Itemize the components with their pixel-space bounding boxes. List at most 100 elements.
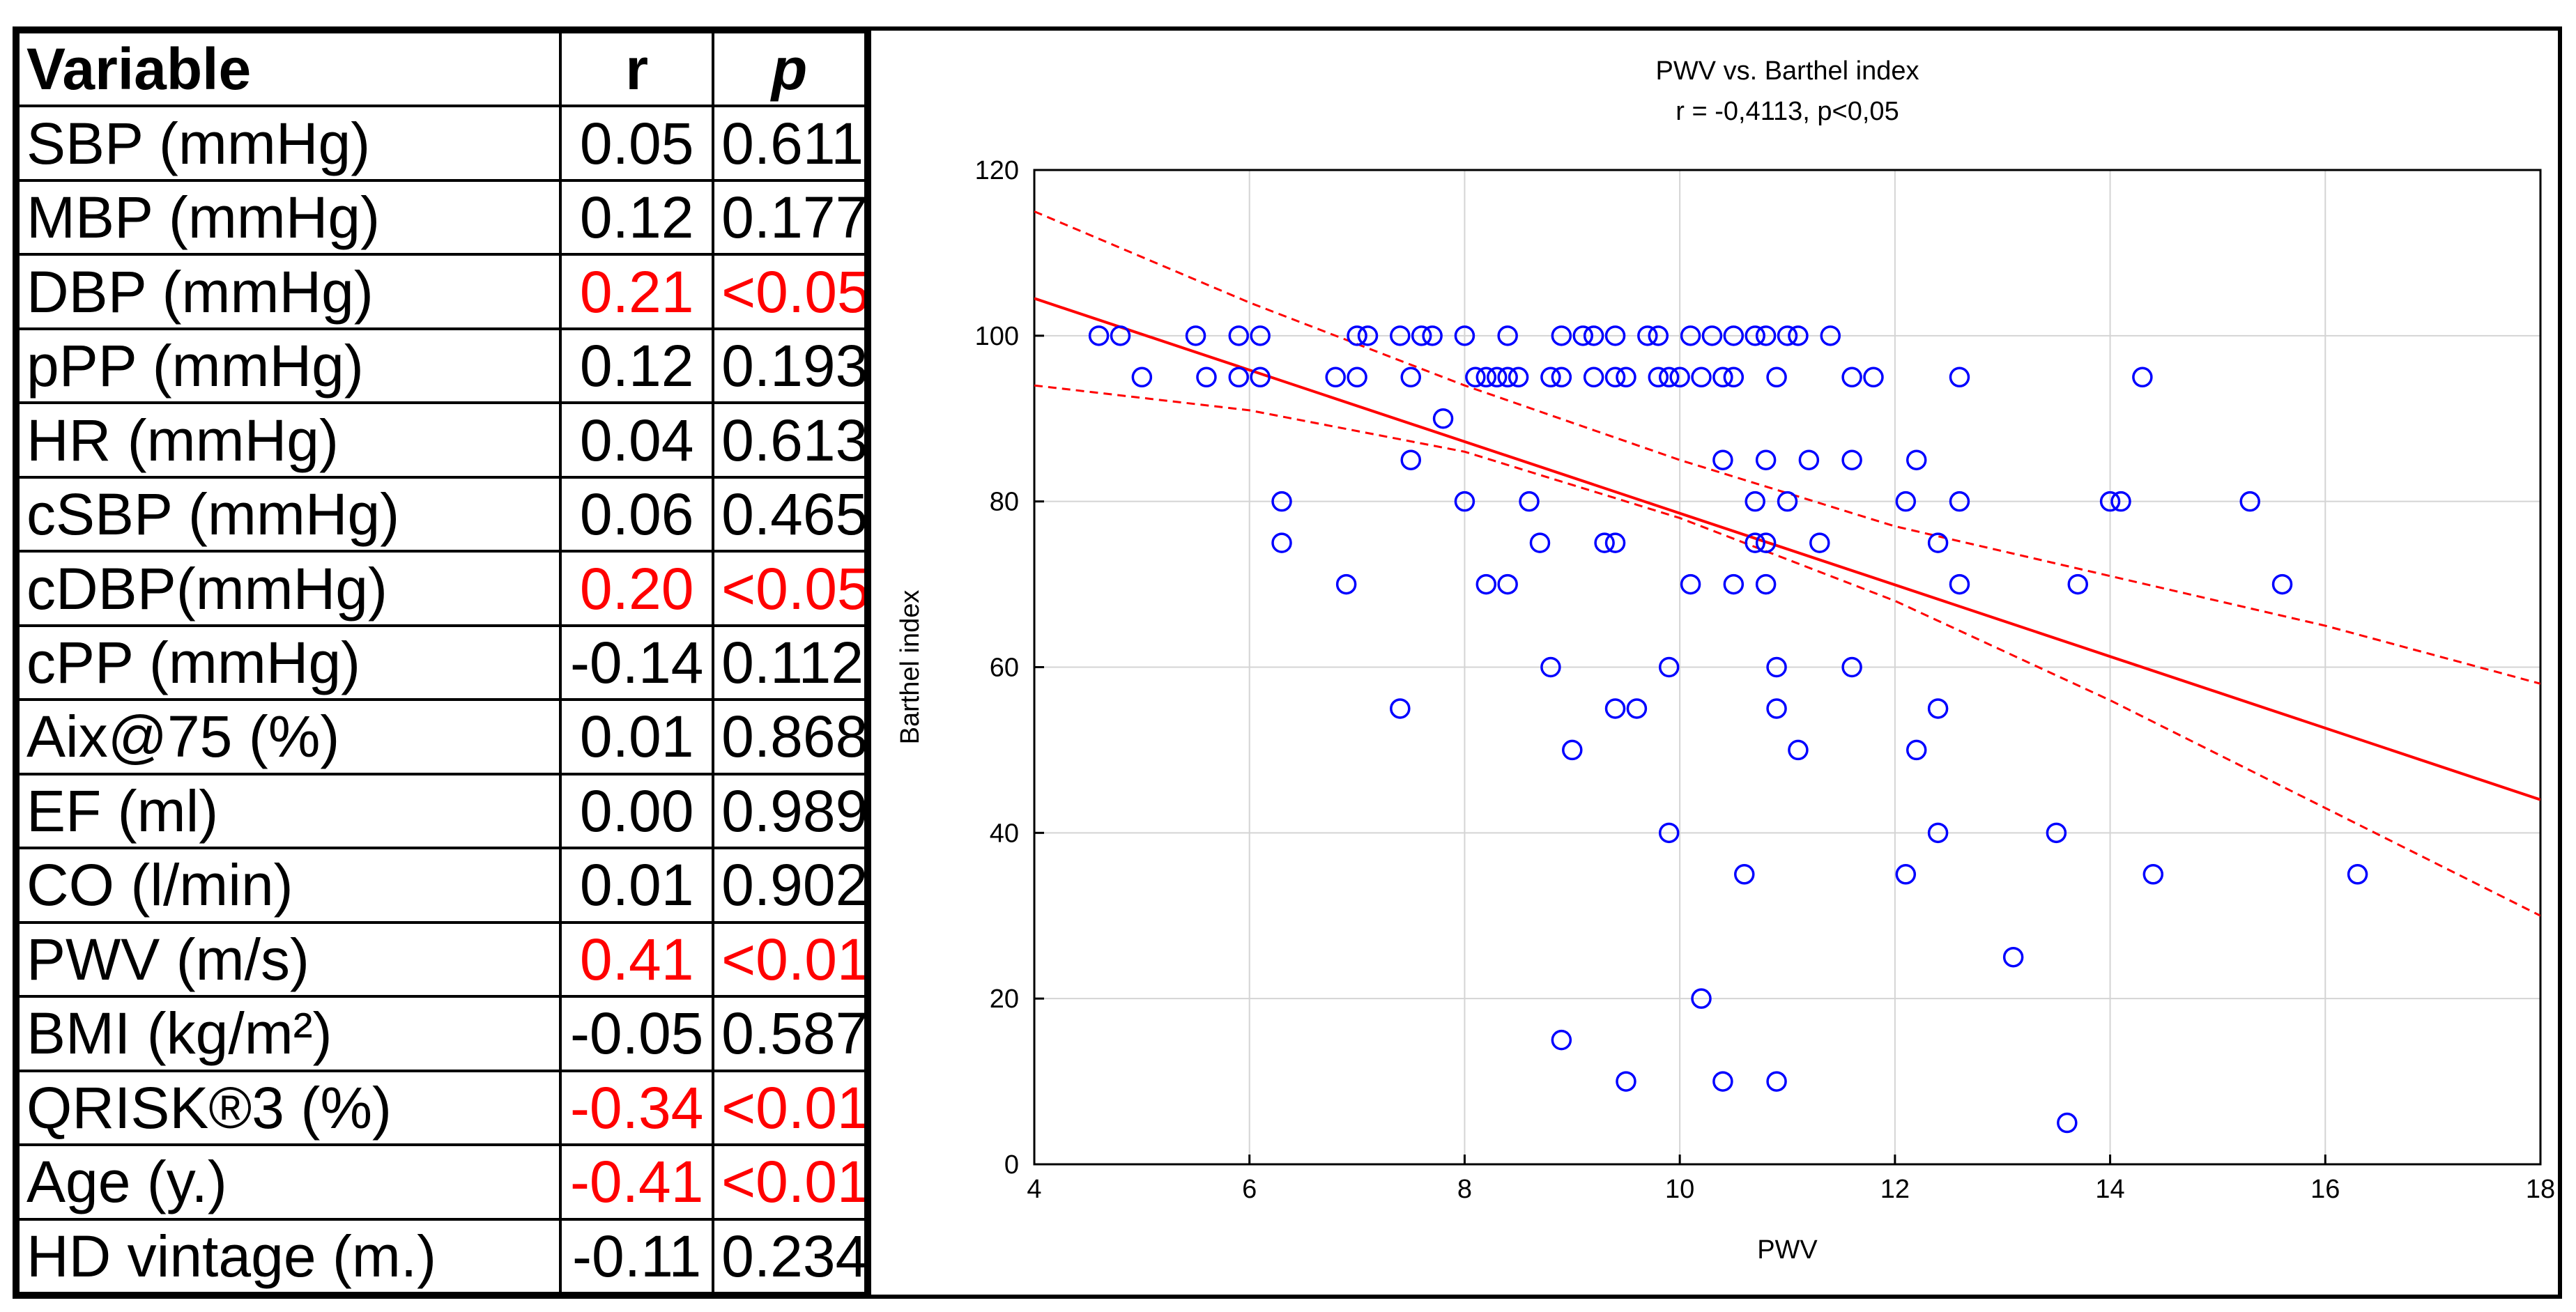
data-point (1820, 325, 1841, 346)
cell-r: 0.01 (559, 698, 715, 775)
y-tick-label: 100 (975, 322, 1019, 351)
chart-subtitle: r = -0,4113, p<0,05 (1676, 97, 1899, 126)
y-tick-label: 80 (990, 488, 1019, 517)
data-point (1701, 325, 1723, 346)
data-point (1088, 325, 1110, 346)
data-point (1390, 698, 1411, 719)
data-point (1626, 698, 1648, 719)
data-point (1616, 366, 1636, 388)
y-axis-label: Barthel index (896, 590, 925, 745)
x-axis-label: PWV (1757, 1235, 1818, 1265)
cell-p: 0.177 (712, 178, 867, 256)
data-point (1927, 822, 1949, 844)
table-row: Aix@75 (%) 0.01 0.868 (16, 698, 867, 775)
data-point (1475, 573, 1497, 595)
data-point (2239, 491, 2260, 512)
y-tick-label: 20 (990, 985, 1019, 1014)
cell-variable: CO (l/min) (16, 847, 562, 924)
data-point (1691, 366, 1712, 388)
data-point (1271, 532, 1292, 553)
data-point (1604, 532, 1626, 553)
data-point (1508, 366, 1529, 388)
cell-variable: Aix@75 (%) (16, 698, 562, 775)
data-point (1755, 532, 1777, 553)
data-point (1250, 325, 1271, 346)
scatter-chart-panel: 4 6 8 10 12 14 16 18 0 20 40 60 80 100 120 PWV vs. Bart… (867, 31, 2558, 1295)
data-point (1551, 1029, 1572, 1051)
cell-variable: BMI (kg/m²) (16, 995, 562, 1072)
data-point (2099, 491, 2121, 512)
data-point (1411, 325, 1432, 346)
header-variable: Variable (16, 30, 562, 108)
data-point (2046, 822, 2067, 844)
table-row: HD vintage (m.) -0.11 0.234 (16, 1217, 867, 1295)
data-point (1788, 325, 1809, 346)
x-tick-label: 6 (1242, 1175, 1257, 1204)
data-point (1863, 366, 1884, 388)
cell-r: 0.05 (559, 105, 715, 182)
data-point (1745, 491, 1765, 512)
data-point (1540, 366, 1561, 388)
data-point (1809, 532, 1830, 553)
table-row: pPP (mmHg) 0.12 0.193 (16, 327, 867, 405)
data-point (1250, 366, 1271, 388)
table-row: cDBP(mmHg) 0.20 <0.05 (16, 550, 867, 627)
data-point (1637, 325, 1658, 346)
cell-r: -0.34 (559, 1069, 715, 1147)
cell-p: 0.112 (712, 624, 867, 702)
chart-title: PWV vs. Barthel index (1655, 56, 1919, 86)
data-point (1454, 325, 1475, 346)
data-point (1949, 573, 1970, 595)
data-point (1734, 864, 1755, 885)
cell-variable: HR (mmHg) (16, 401, 562, 479)
cell-r: -0.05 (559, 995, 715, 1072)
x-tick-label: 10 (1665, 1175, 1694, 1204)
data-point (1841, 366, 1862, 388)
cell-variable: SBP (mmHg) (16, 105, 562, 182)
data-point (1755, 573, 1777, 595)
cell-variable: HD vintage (m.) (16, 1217, 562, 1295)
data-point (1357, 325, 1379, 346)
data-point (1110, 325, 1131, 346)
data-point (1841, 449, 1862, 470)
cell-p: <0.05 (712, 253, 867, 330)
data-point (1712, 449, 1733, 470)
data-point (1723, 366, 1745, 388)
cell-r: -0.41 (559, 1143, 715, 1221)
correlation-table-panel: Variable r p SBP (mmHg) 0.05 0.611 MBP (mmH… (16, 30, 867, 1295)
data-point (1400, 449, 1421, 470)
data-point (1572, 325, 1593, 346)
data-point (1658, 822, 1680, 844)
cell-r: 0.20 (559, 550, 715, 627)
cell-p: 0.611 (712, 105, 867, 182)
x-tick-label: 18 (2526, 1175, 2555, 1204)
data-point (1755, 449, 1777, 470)
data-point (1131, 366, 1153, 388)
data-point (2110, 491, 2131, 512)
cell-variable: cSBP (mmHg) (16, 475, 562, 553)
y-tick-label: 120 (975, 156, 1019, 185)
data-point (1691, 988, 1712, 1009)
x-tick-label: 4 (1027, 1175, 1041, 1204)
data-point (1604, 366, 1626, 388)
cell-variable: DBP (mmHg) (16, 253, 562, 330)
cell-p: <0.01 (712, 920, 867, 998)
y-tick-label: 0 (1004, 1150, 1019, 1180)
confidence-band-lower (1034, 384, 2540, 917)
data-point (1583, 325, 1604, 346)
data-point (1788, 739, 1809, 761)
data-point (1798, 449, 1820, 470)
data-point (1927, 698, 1949, 719)
confidence-band-upper (1034, 210, 2540, 685)
table-row: QRISK®3 (%) -0.34 <0.01 (16, 1069, 867, 1147)
table-row: BMI (kg/m²) -0.05 0.587 (16, 995, 867, 1072)
correlation-table: Variable r p SBP (mmHg) 0.05 0.611 MBP (mmH… (16, 30, 867, 1295)
data-point (1583, 366, 1604, 388)
table-row: MBP (mmHg) 0.12 0.177 (16, 178, 867, 256)
data-point (1422, 325, 1443, 346)
data-point (1347, 366, 1367, 388)
data-point (1949, 491, 1970, 512)
data-point (1347, 325, 1367, 346)
data-point (1228, 366, 1250, 388)
data-point (1454, 491, 1475, 512)
